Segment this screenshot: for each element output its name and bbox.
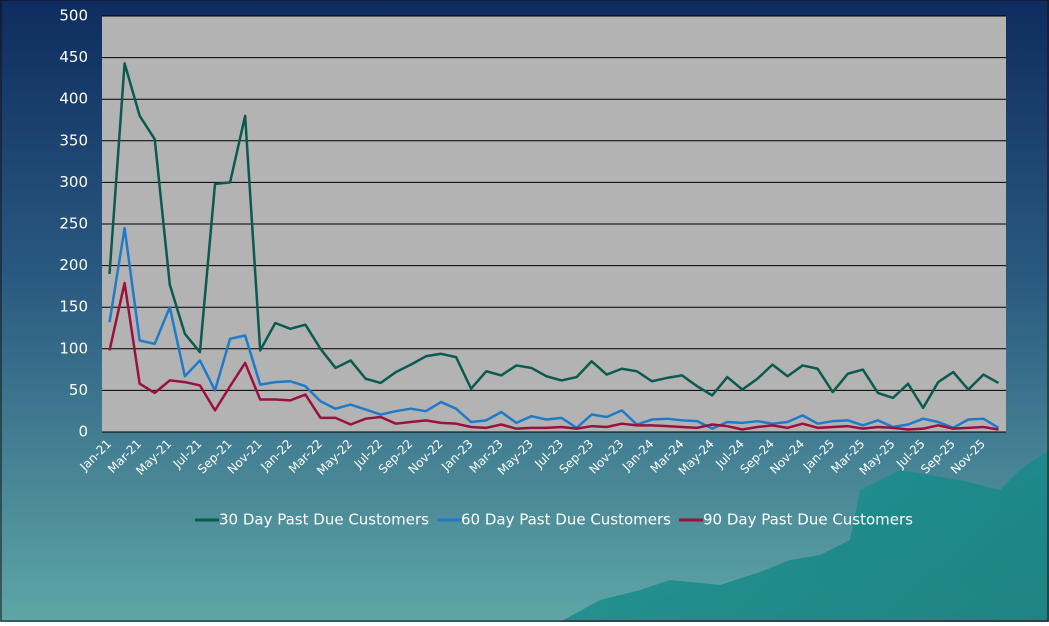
y-tick-label: 350 [59,131,88,149]
legend-label: 60 Day Past Due Customers [461,511,671,529]
y-tick-label: 50 [69,381,88,399]
series-line [108,62,1000,410]
y-tick-label: 150 [59,298,88,316]
y-tick-label: 450 [59,48,88,66]
legend-label: 30 Day Past Due Customers [219,511,429,529]
series-line [108,281,999,431]
y-tick-label: 500 [59,7,88,25]
legend-label: 90 Day Past Due Customers [703,511,913,529]
decoration [560,450,1049,622]
y-tick-label: 200 [59,256,88,274]
y-tick-label: 400 [59,90,88,108]
y-tick-label: 0 [78,423,88,441]
y-tick-label: 250 [59,215,88,233]
y-tick-label: 300 [59,173,88,191]
y-tick-label: 100 [59,339,88,357]
series-line [108,226,1000,430]
